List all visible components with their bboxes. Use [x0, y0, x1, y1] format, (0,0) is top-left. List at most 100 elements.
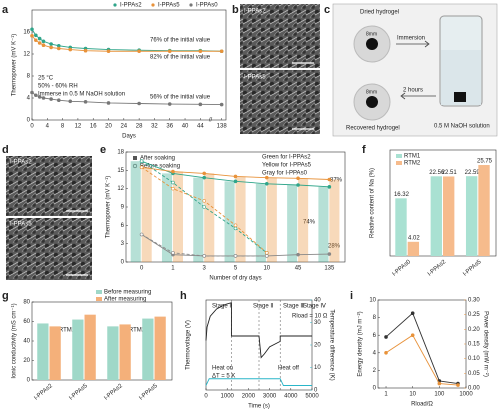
y-tick-label: 15: [117, 168, 124, 174]
y-tick-label: 6: [373, 333, 377, 339]
hydrogel: [366, 96, 378, 108]
x-tick-label: 44: [197, 124, 204, 130]
legend-marker: [189, 3, 193, 7]
plot-frame: [31, 9, 227, 121]
annotation: Heat on: [212, 366, 233, 372]
marker: [219, 102, 224, 107]
panel-c: c Dried hydrogel 8mm Immersion 2 hours 8…: [324, 3, 498, 137]
y-tick-label: 9: [121, 205, 125, 211]
caption: 0.5 M NaOH solution: [434, 124, 490, 130]
bar: [287, 185, 298, 262]
bar: [37, 323, 49, 380]
marker: [167, 49, 172, 54]
marker: [49, 97, 53, 101]
marker: [296, 183, 300, 187]
marker: [264, 251, 269, 255]
x-tick-label: 24: [120, 124, 127, 130]
marker: [296, 176, 300, 181]
marker: [56, 46, 61, 51]
x-tick-label: 10: [263, 266, 270, 272]
bar: [266, 177, 277, 262]
y-axis-label: Thermopower (mV K⁻¹): [12, 34, 18, 97]
marker: [384, 350, 388, 355]
panel-label: h: [180, 290, 187, 302]
marker: [167, 102, 172, 106]
series-line: [385, 334, 459, 386]
y2-tick-label: 0.10: [468, 356, 480, 362]
marker: [68, 47, 73, 52]
annotation: Green for I-PPAs2: [262, 155, 311, 161]
annotation: Gray for I-PPAs0: [262, 171, 308, 177]
x-tick-label: 20: [105, 124, 112, 130]
annotation: Heat off: [278, 366, 299, 372]
y-axis-label: Relative content of Na (%): [370, 168, 376, 238]
marker: [49, 45, 53, 50]
x-tick-label: I-PPAs0: [392, 259, 413, 278]
x-tick-label: 100: [434, 392, 445, 398]
marker: [37, 41, 42, 45]
arrow-head: [400, 92, 406, 100]
x-tick-label: 0: [204, 394, 208, 400]
annotation: Rload = 10 Ω: [292, 314, 328, 320]
y-tick-label: 40: [23, 339, 30, 345]
bar: [430, 176, 443, 256]
x-tick-label: 5: [234, 266, 238, 272]
marker: [41, 43, 46, 48]
marker: [30, 34, 34, 38]
group-label: RTM1: [59, 328, 76, 334]
sem-image: [240, 70, 320, 134]
y-tick-label: 8: [27, 74, 31, 80]
image-label: I-PPAs5: [244, 75, 266, 81]
image-label: I-PPAs2: [244, 9, 266, 15]
panel-label: i: [350, 290, 353, 302]
x-axis-label: Rload/Ω: [411, 402, 433, 408]
x-axis-label: Number of dry days: [209, 276, 261, 282]
annotation: 87%: [330, 178, 343, 184]
marker: [456, 383, 460, 387]
marker: [327, 185, 332, 189]
x-tick-label: 40: [182, 124, 189, 130]
x-tick-label: I-PPAs5: [462, 259, 483, 278]
panel-label: g: [2, 290, 9, 302]
marker: [37, 95, 42, 99]
legend-label: After measuring: [104, 297, 146, 303]
marker: [410, 311, 415, 316]
marker: [137, 49, 141, 54]
y2-tick-label: 40: [314, 298, 321, 304]
legend-label: I-PPAs5: [158, 3, 180, 9]
annotation: 56% of the initial value: [150, 95, 211, 101]
annotation: Stage Ⅱ: [253, 304, 273, 310]
bar: [395, 198, 407, 256]
y-tick-label: 4: [27, 96, 31, 102]
y-tick-label: 12: [23, 52, 30, 58]
annotation: Stage Ⅲ: [283, 304, 304, 310]
marker: [41, 39, 46, 44]
x-axis-label: Time (s): [248, 404, 270, 410]
bar: [172, 171, 184, 262]
bar: [49, 326, 61, 380]
hydrogel: [454, 92, 466, 102]
y-tick-label: 10: [369, 298, 376, 304]
annotation: 82% of the initial value: [150, 55, 211, 61]
y-axis-label: Energy density (mJ m⁻²): [358, 311, 364, 376]
bar: [72, 319, 84, 380]
y-tick-label: 16: [23, 30, 30, 36]
x-tick-label: I-PPAs5: [68, 383, 89, 402]
bar: [107, 326, 119, 380]
x-tick-label: 0: [30, 124, 34, 130]
y2-axis-label: Temperature difference (K): [328, 309, 334, 380]
sem-image: [6, 156, 92, 216]
y2-tick-label: 0.25: [468, 312, 480, 318]
marker: [198, 102, 203, 107]
legend-marker: [151, 3, 155, 7]
marker: [327, 252, 332, 256]
marker: [202, 175, 207, 180]
marker: [264, 181, 269, 186]
size-label: 8mm: [366, 89, 377, 95]
annotation: ΔT = 5 K: [212, 374, 235, 380]
y2-tick-label: 30: [314, 320, 321, 326]
y2-tick-label: 0.30: [468, 298, 480, 304]
arrow-head: [424, 40, 430, 48]
marker: [34, 33, 38, 38]
panel-label: f: [362, 144, 366, 156]
